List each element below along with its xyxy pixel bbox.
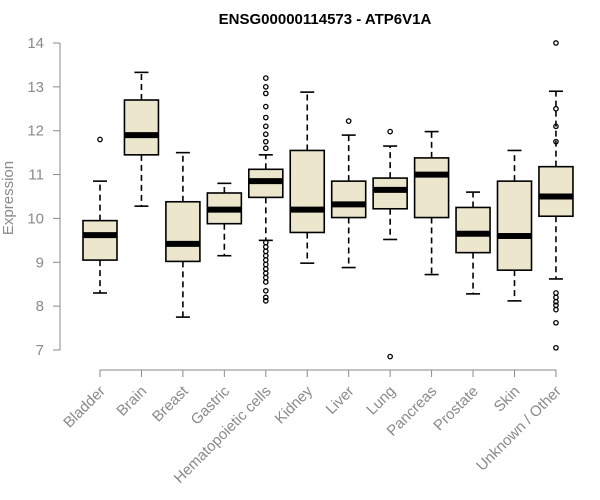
box-group xyxy=(496,149,533,302)
box-group xyxy=(165,151,201,318)
x-tick-label: Breast xyxy=(149,382,192,425)
outlier-point xyxy=(262,103,269,110)
x-tick-label: Liver xyxy=(323,383,358,418)
x-tick-label: Bladder xyxy=(60,383,109,432)
y-tick-label: 10 xyxy=(27,210,44,227)
box-iqr xyxy=(330,180,367,219)
outlier-point xyxy=(262,298,269,304)
box-group xyxy=(455,191,491,295)
outlier-point xyxy=(262,123,269,130)
chart-title: ENSG00000114573 - ATP6V1A xyxy=(219,11,432,28)
x-tick-label: Prostate xyxy=(430,383,482,435)
x-tick-label: Lung xyxy=(363,383,399,419)
box-iqr xyxy=(496,180,533,271)
outlier-point xyxy=(553,319,559,326)
box-group xyxy=(538,40,574,351)
box-iqr xyxy=(165,200,201,263)
outlier-point xyxy=(262,114,269,121)
y-tick-label: 7 xyxy=(36,342,44,359)
outlier-point xyxy=(262,294,269,301)
box-group xyxy=(248,75,284,304)
y-tick-label: 8 xyxy=(36,298,44,315)
box-group xyxy=(82,136,118,294)
box-group xyxy=(123,71,160,207)
outlier-point xyxy=(262,287,269,294)
y-axis-label: Expression xyxy=(0,161,17,235)
box-iqr xyxy=(372,177,408,210)
box-group xyxy=(206,182,243,257)
outlier-point xyxy=(97,136,103,143)
outlier-point xyxy=(262,75,269,81)
outlier-point xyxy=(553,344,559,351)
outlier-point xyxy=(262,279,269,285)
box-series xyxy=(82,40,574,360)
x-tick-label: Brain xyxy=(113,383,150,420)
box-iqr xyxy=(413,157,450,219)
x-tick-label: Kidney xyxy=(272,382,317,427)
outlier-point xyxy=(387,128,393,135)
y-tick-label: 13 xyxy=(27,79,44,96)
box-group xyxy=(289,91,326,264)
outlier-point xyxy=(553,306,559,313)
y-tick-label: 12 xyxy=(27,123,44,140)
outlier-point xyxy=(387,353,393,360)
box-iqr xyxy=(123,99,160,156)
outlier-point xyxy=(553,123,559,130)
outlier-point xyxy=(553,298,559,305)
y-tick-label: 9 xyxy=(36,254,44,271)
x-tick-label: Skin xyxy=(491,383,524,416)
box-iqr xyxy=(538,165,574,218)
box-group xyxy=(372,128,408,360)
outlier-point xyxy=(262,138,269,145)
outlier-point xyxy=(553,40,559,46)
outlier-point xyxy=(262,84,269,90)
box-group xyxy=(413,130,450,276)
outlier-point xyxy=(262,131,269,138)
box-iqr xyxy=(455,206,491,254)
box-group xyxy=(330,118,367,269)
box-iqr xyxy=(289,149,326,234)
y-tick-label: 14 xyxy=(27,35,44,52)
y-tick-label: 11 xyxy=(28,167,44,184)
outlier-point xyxy=(262,90,269,97)
box-iqr xyxy=(82,219,118,261)
outlier-point xyxy=(262,145,269,152)
y-axis-ticks: 7 8 9 10 11 12 13 14 xyxy=(27,35,60,359)
outlier-point xyxy=(553,138,559,145)
outlier-point xyxy=(553,105,559,112)
outlier-point xyxy=(345,118,352,124)
